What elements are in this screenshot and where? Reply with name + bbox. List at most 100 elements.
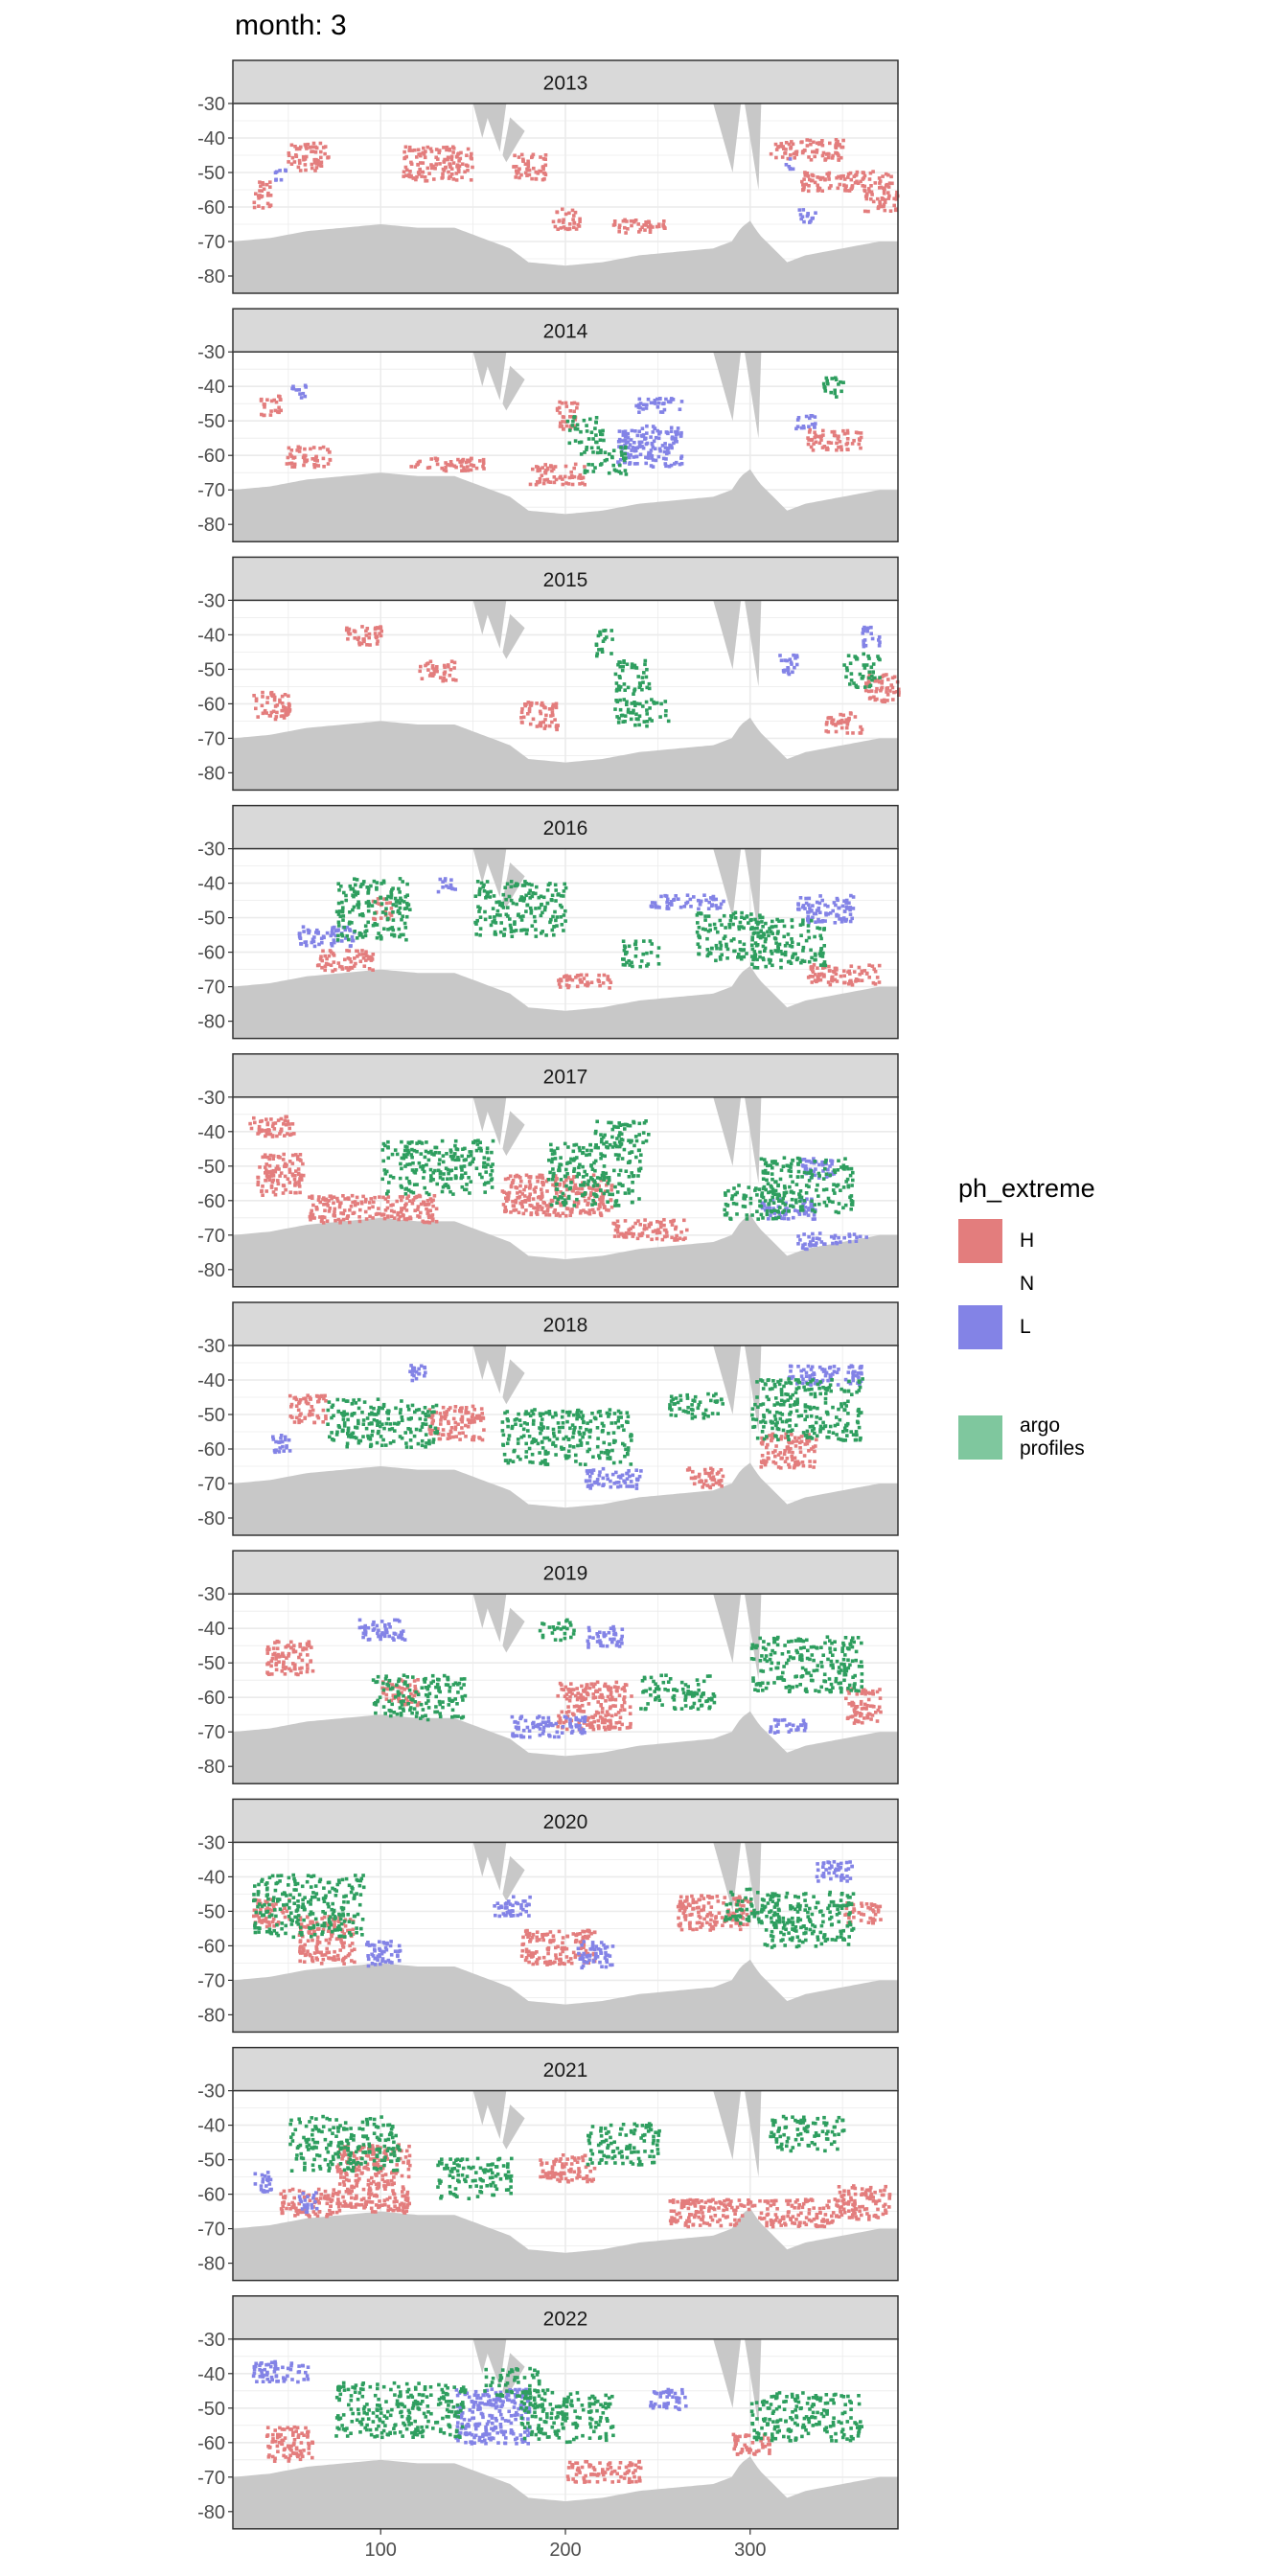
argo-profile bbox=[539, 913, 543, 918]
argo-profile bbox=[571, 419, 575, 424]
argo-profile bbox=[623, 469, 628, 472]
cell-l bbox=[631, 446, 635, 449]
argo-profile bbox=[432, 1153, 436, 1157]
argo-profile bbox=[816, 926, 819, 930]
argo-profile bbox=[623, 720, 627, 724]
cell-h bbox=[779, 142, 784, 146]
cell-l bbox=[788, 657, 793, 661]
cell-h bbox=[313, 161, 317, 165]
cell-h bbox=[424, 179, 427, 183]
cell-h bbox=[527, 707, 532, 711]
cell-h bbox=[849, 978, 853, 983]
cell-l bbox=[291, 384, 295, 389]
argo-profile bbox=[782, 1208, 787, 1213]
cell-h bbox=[466, 469, 471, 472]
cell-h bbox=[445, 148, 448, 152]
argo-profile bbox=[356, 890, 360, 894]
cell-h bbox=[327, 1199, 331, 1203]
cell-h bbox=[449, 1426, 454, 1430]
argo-profile bbox=[634, 947, 638, 951]
cell-h bbox=[861, 184, 864, 188]
cell-h bbox=[293, 1173, 297, 1178]
cell-l bbox=[822, 1368, 827, 1372]
cell-h bbox=[275, 710, 279, 715]
cell-h bbox=[316, 162, 321, 167]
cell-h bbox=[506, 1194, 511, 1198]
cell-h bbox=[860, 978, 864, 982]
cell-h bbox=[402, 1207, 406, 1210]
cell-l bbox=[793, 665, 796, 670]
cell-h bbox=[660, 1237, 665, 1242]
cell-h bbox=[540, 1195, 544, 1199]
cell-h bbox=[617, 229, 621, 234]
cell-l bbox=[628, 443, 632, 447]
argo-profile bbox=[802, 1199, 807, 1203]
cell-l bbox=[350, 935, 355, 939]
cell-h bbox=[368, 1201, 372, 1205]
argo-profile bbox=[486, 1181, 491, 1184]
argo-profile bbox=[453, 1152, 457, 1156]
cell-h bbox=[286, 1177, 290, 1181]
cell-h bbox=[840, 145, 845, 150]
cell-h bbox=[364, 1217, 369, 1221]
cell-h bbox=[293, 1182, 297, 1186]
cell-h bbox=[261, 206, 265, 210]
cell-h bbox=[649, 1221, 653, 1226]
argo-profile bbox=[498, 930, 503, 934]
cell-h bbox=[843, 980, 847, 985]
cell-h bbox=[771, 1450, 775, 1455]
argo-profile bbox=[403, 1192, 408, 1196]
cell-l bbox=[782, 1216, 787, 1221]
cell-l bbox=[808, 416, 812, 421]
cell-h bbox=[274, 400, 279, 404]
argo-profile bbox=[545, 901, 550, 906]
cell-h bbox=[266, 191, 270, 196]
cell-h bbox=[798, 1440, 802, 1445]
argo-profile bbox=[379, 936, 383, 941]
argo-profile bbox=[621, 962, 626, 967]
argo-profile bbox=[763, 949, 767, 953]
cell-h bbox=[542, 1210, 546, 1214]
cell-h bbox=[872, 967, 876, 972]
cell-h bbox=[324, 961, 329, 966]
argo-profile bbox=[509, 926, 513, 931]
cell-h bbox=[566, 1176, 570, 1180]
argo-profile bbox=[404, 907, 408, 910]
cell-h bbox=[272, 398, 276, 402]
cell-h bbox=[871, 199, 876, 204]
argo-profile bbox=[383, 1143, 387, 1148]
argo-profile bbox=[718, 940, 723, 945]
argo-profile bbox=[806, 924, 811, 928]
argo-profile bbox=[631, 964, 634, 969]
cell-l bbox=[853, 1369, 857, 1374]
cell-h bbox=[564, 401, 568, 405]
cell-h bbox=[356, 635, 361, 640]
cell-l bbox=[590, 1483, 594, 1487]
y-tick-label: -50 bbox=[197, 908, 225, 930]
cell-h bbox=[326, 462, 331, 466]
cell-h bbox=[425, 1207, 428, 1211]
cell-h bbox=[417, 152, 421, 156]
argo-profile bbox=[718, 918, 723, 923]
argo-profile bbox=[549, 917, 553, 922]
cell-h bbox=[471, 1436, 475, 1439]
cell-h bbox=[764, 1460, 768, 1464]
argo-profile bbox=[397, 908, 401, 913]
cell-h bbox=[365, 954, 369, 958]
cell-h bbox=[265, 398, 269, 402]
cell-l bbox=[419, 1364, 424, 1368]
cell-h bbox=[323, 1198, 328, 1203]
argo-profile bbox=[483, 909, 487, 914]
argo-profile bbox=[617, 716, 621, 721]
cell-l bbox=[715, 907, 720, 910]
cell-h bbox=[574, 227, 579, 231]
cell-h bbox=[441, 678, 445, 683]
argo-profile bbox=[862, 652, 865, 656]
cell-l bbox=[348, 929, 353, 932]
cell-h bbox=[539, 170, 543, 173]
cell-h bbox=[449, 659, 454, 663]
cell-h bbox=[358, 1208, 362, 1212]
cell-l bbox=[637, 397, 642, 402]
argo-profile bbox=[557, 1165, 562, 1169]
